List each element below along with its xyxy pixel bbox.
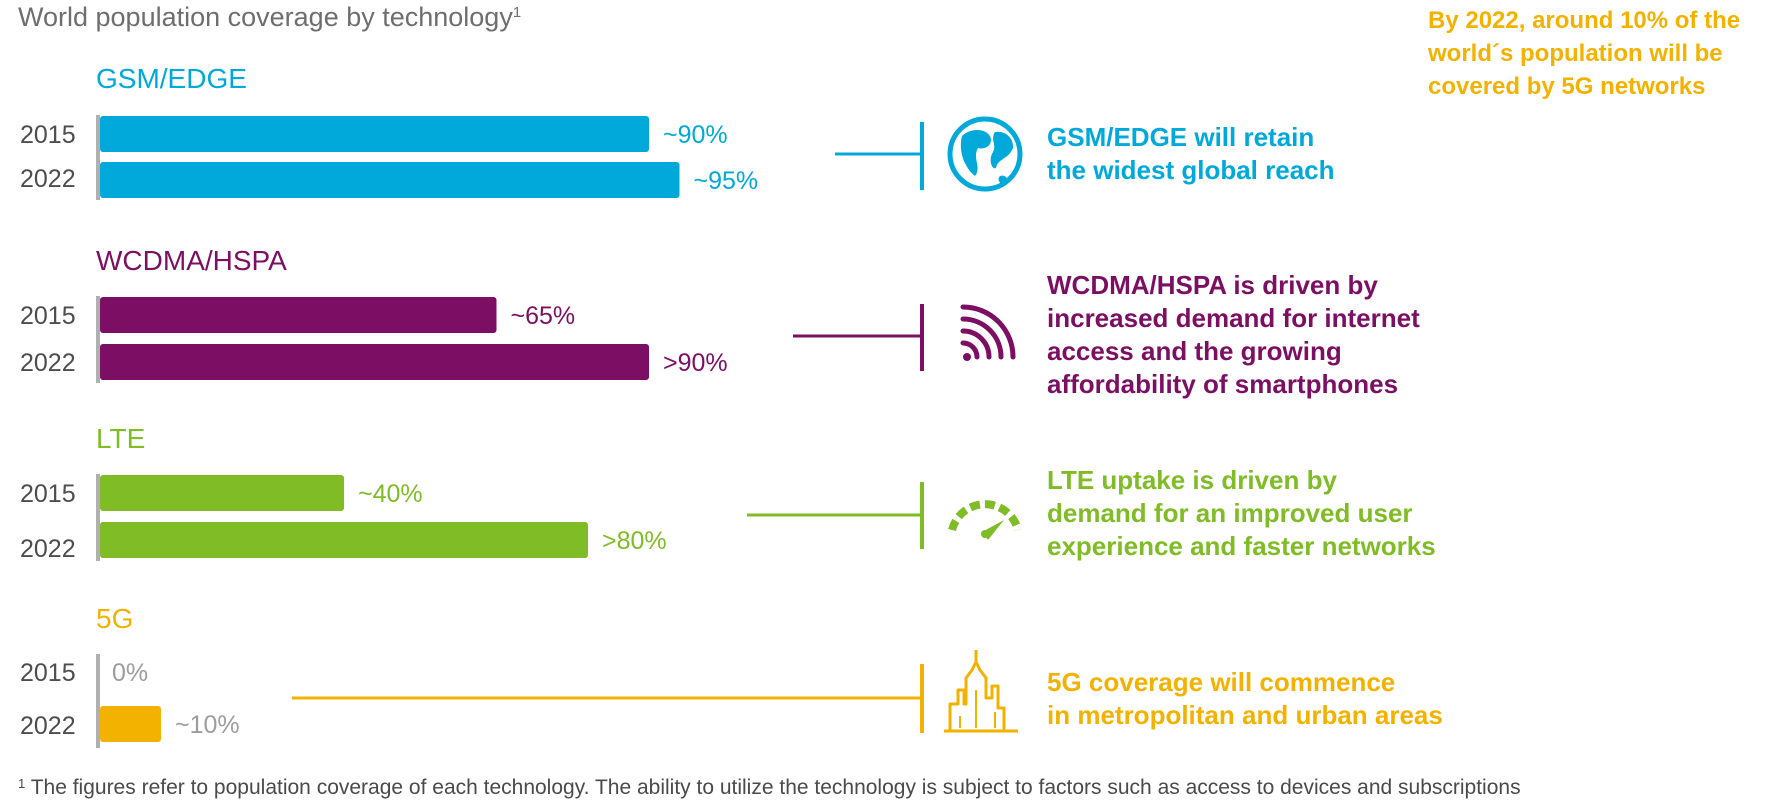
lte-description: LTE uptake is driven by demand for an im… [1047,465,1436,561]
lte-year-2015: 2015 [20,480,76,508]
globe-icon [947,116,1023,192]
5g-label: 5G [96,603,133,634]
coverage-chart: GSM/EDGE 2015 ~90% 2022 ~95% WCDMA/HSPA 2015 ~6… [20,63,1023,748]
wcdma-bar-2015 [100,297,497,333]
wcdma-value-2015: ~65% [511,302,576,330]
wcdma-year-2022: 2022 [20,349,76,377]
gsm-value-2022: ~95% [694,167,759,195]
footnote: 1 The figures refer to population covera… [18,776,1521,799]
gsm-value-2015: ~90% [663,121,728,149]
wifi-signal-icon [960,304,1016,361]
gsm-description: GSM/EDGE will retain the widest global r… [1047,122,1335,185]
gsm-bar-2022 [100,162,680,198]
speedometer-icon [948,500,1022,540]
wcdma-value-2022: >90% [663,349,728,377]
lte-bar-2015 [100,475,344,511]
5g-year-2022: 2022 [20,712,76,740]
5g-year-2015: 2015 [20,659,76,687]
lte-value-2015: ~40% [358,480,423,508]
gsm-year-2015: 2015 [20,121,76,149]
gsm-bar-2015 [100,116,649,152]
5g-bar-2022 [100,706,161,742]
wcdma-description: WCDMA/HSPA is driven by increased demand… [1047,270,1420,399]
5g-description: 5G coverage will commence in metropolita… [1047,667,1443,730]
5g-value-2022: ~10% [175,711,240,739]
lte-year-2022: 2022 [20,535,76,563]
lte-label: LTE [96,423,145,454]
gsm-year-2022: 2022 [20,165,76,193]
lte-value-2022: >80% [602,527,667,555]
city-skyline-icon [944,650,1018,733]
wcdma-year-2015: 2015 [20,302,76,330]
wcdma-bar-2022 [100,344,649,380]
chart-title: World population coverage by technology1 [18,2,522,32]
gsm-label: GSM/EDGE [96,63,247,94]
5g-callout: By 2022, around 10% of the world´s popul… [1428,7,1741,100]
lte-bar-2022 [100,522,588,558]
5g-value-2015: 0% [112,659,148,687]
wcdma-label: WCDMA/HSPA [96,245,287,276]
